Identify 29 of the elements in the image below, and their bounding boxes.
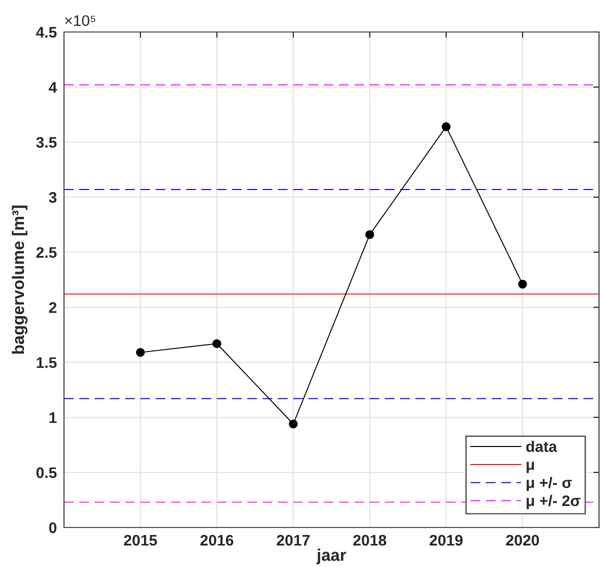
legend-label: μ +/- 2σ — [526, 494, 580, 510]
text: ×10⁵ — [65, 15, 96, 26]
x-tick-label: 2018 — [353, 534, 386, 546]
x-tick-label: 2019 — [430, 534, 463, 546]
x-tick-label: 2020 — [506, 534, 539, 546]
x-axis-title: jaar — [316, 548, 346, 564]
point — [518, 280, 527, 289]
point — [212, 339, 222, 348]
point — [365, 230, 374, 240]
y-tick-label: 1 — [50, 412, 57, 423]
y-axis-title: baggervolume [m³] — [12, 206, 28, 354]
x-tick-label: 2015 — [124, 534, 157, 546]
x-tick-label: 2016 — [200, 534, 234, 546]
legend-label: μ +/- σ — [526, 476, 572, 492]
point — [442, 122, 451, 132]
y-tick-label: 2.5 — [36, 247, 57, 258]
y-tick-label: 3 — [48, 192, 57, 203]
x-tick-label: 2017 — [276, 534, 310, 546]
legend-label: data — [526, 440, 558, 452]
legend-label: μ — [526, 462, 534, 473]
y-tick-label: 4 — [48, 82, 57, 93]
y-tick-label: 0 — [49, 522, 56, 534]
y-tick-label: 3.5 — [36, 136, 57, 148]
point — [136, 348, 145, 357]
point — [288, 420, 298, 428]
y-tick-label: 2 — [49, 302, 56, 313]
y-tick-label: 1.5 — [36, 357, 57, 368]
y-tick-label: 0.5 — [36, 467, 57, 478]
y-tick-label: 4.5 — [36, 27, 57, 38]
